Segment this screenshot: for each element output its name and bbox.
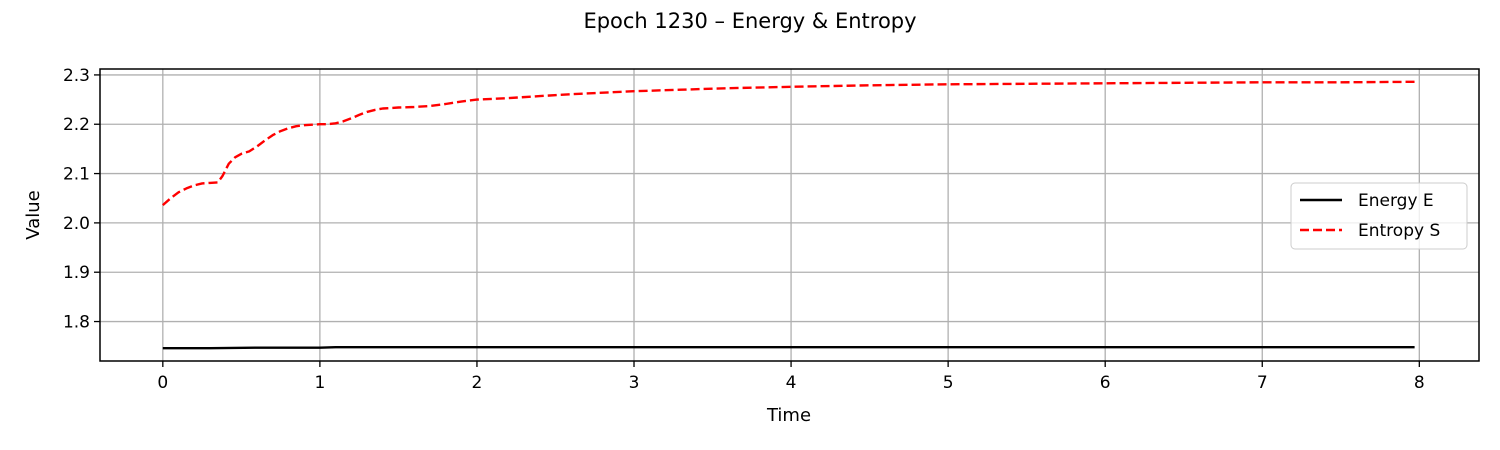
x-tick-label: 8 xyxy=(1414,373,1425,393)
legend: Energy E Entropy S xyxy=(1290,182,1468,250)
y-tick-label: 2.0 xyxy=(63,214,90,234)
x-tick-label: 5 xyxy=(943,373,954,393)
plot-series xyxy=(162,80,1415,350)
x-tick-label: 1 xyxy=(314,373,325,393)
series-line-energy-e xyxy=(162,346,1415,350)
x-tick-label: 6 xyxy=(1100,373,1111,393)
x-tick-label: 3 xyxy=(629,373,640,393)
y-tick-label: 2.3 xyxy=(63,66,90,86)
y-tick-label: 2.1 xyxy=(63,165,90,185)
x-tick-label: 7 xyxy=(1257,373,1268,393)
y-tick-label: 1.9 xyxy=(63,263,90,283)
x-tick-label: 4 xyxy=(786,373,797,393)
series-line-entropy-s xyxy=(162,80,1415,207)
plot-frame xyxy=(99,68,1480,362)
y-tick-label: 1.8 xyxy=(63,313,90,333)
y-tick-label: 2.2 xyxy=(63,115,90,135)
y-axis-label: Value xyxy=(23,190,44,239)
x-tick-label: 0 xyxy=(157,373,168,393)
legend-label-entropy: Entropy S xyxy=(1358,221,1440,241)
legend-label-energy: Energy E xyxy=(1358,191,1434,211)
chart-title: Epoch 1230 – Energy & Entropy xyxy=(583,9,916,33)
grid-lines xyxy=(100,69,1479,361)
x-axis-label: Time xyxy=(766,405,811,426)
x-tick-label: 2 xyxy=(472,373,483,393)
axis-ticks: 0 1 2 3 4 5 6 7 8 1.8 1.9 2.0 2.1 2.2 2.3 xyxy=(63,66,1425,393)
